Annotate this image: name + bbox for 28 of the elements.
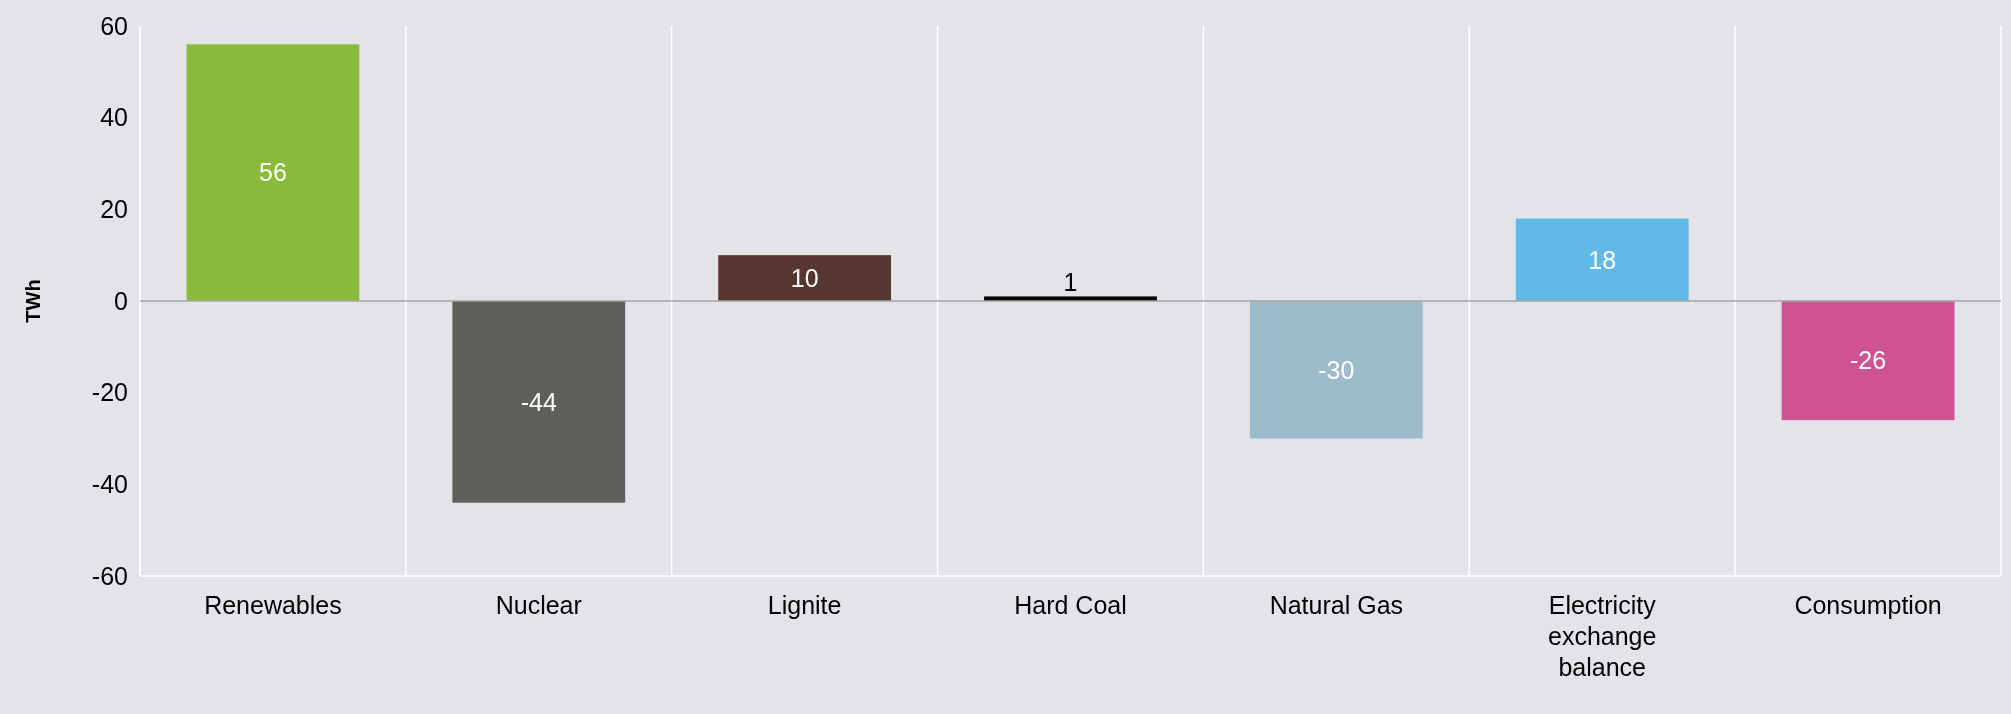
y-tick-label: -20: [91, 378, 128, 407]
x-tick-label: Nuclear: [495, 591, 582, 619]
bar: [1781, 301, 1955, 421]
bar: [1515, 218, 1689, 301]
x-tick-label: Natural Gas: [1269, 591, 1404, 619]
data-label: -30: [1318, 355, 1355, 384]
y-tick-label: -60: [91, 561, 128, 590]
y-tick-label: 0: [114, 286, 128, 315]
bar: [718, 255, 892, 301]
x-tick-label: Consumption: [1794, 591, 1942, 619]
y-tick-label: -40: [91, 470, 128, 499]
data-label: -44: [520, 387, 557, 416]
bar: [186, 44, 360, 301]
data-label: 10: [790, 263, 819, 292]
x-tick-label: Lignite: [767, 591, 842, 619]
y-tick-label: 20: [100, 195, 128, 224]
data-label: 1: [1063, 268, 1078, 297]
bar: [1249, 301, 1423, 439]
x-tick-label: Renewables: [204, 591, 342, 619]
y-tick-label: 60: [100, 11, 128, 40]
y-axis-title: TWh: [22, 279, 44, 323]
y-tick-label: 40: [100, 103, 128, 132]
x-tick-label: Hard Coal: [1014, 591, 1127, 619]
bar: [452, 301, 626, 503]
data-label: 56: [259, 158, 287, 187]
data-label: -26: [1850, 346, 1887, 375]
data-label: 18: [1588, 245, 1617, 274]
x-tick-label: Electricity exchange balance: [1548, 591, 1657, 681]
